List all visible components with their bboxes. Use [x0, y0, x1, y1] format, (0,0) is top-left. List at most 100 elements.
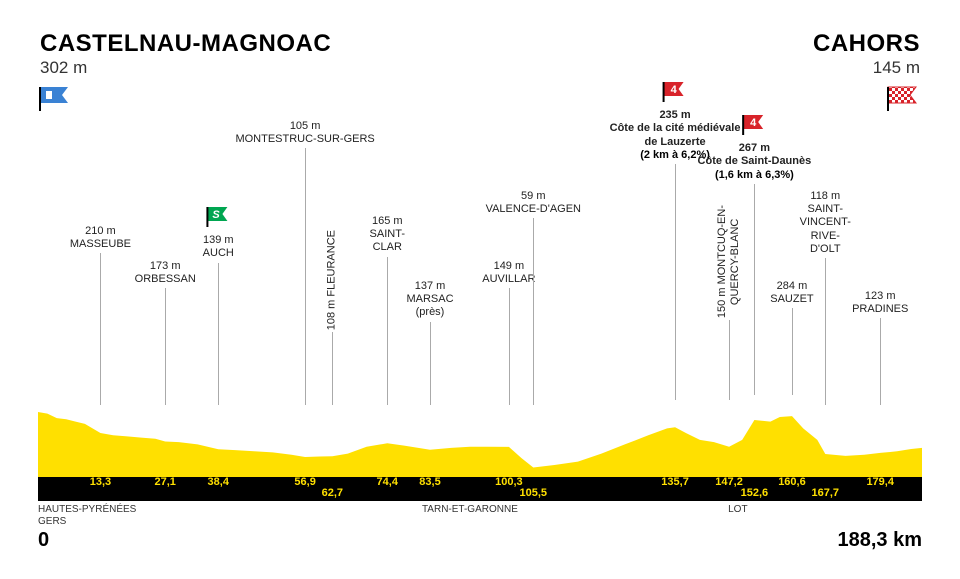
- marker-line: [825, 258, 826, 405]
- finish-flag-icon: [886, 85, 922, 116]
- marker-elevation: 123 m: [852, 290, 908, 303]
- marker-line: [754, 184, 755, 395]
- marker-elevation: 267 m: [698, 142, 812, 155]
- marker-label: VALENCE-D'AGEN: [486, 203, 581, 216]
- km-label: 105,5: [520, 487, 548, 499]
- marker-line: [880, 318, 881, 405]
- marker-label: MARSAC: [406, 293, 453, 306]
- waypoint-marker: 149 mAUVILLAR: [482, 260, 535, 286]
- km-label: 160,6: [778, 476, 806, 488]
- svg-text:4: 4: [750, 117, 757, 129]
- marker-label: SAINT-: [800, 203, 851, 216]
- marker-elevation: 284 m: [770, 280, 813, 293]
- start-header: CASTELNAU-MAGNOAC 302 m: [40, 30, 331, 78]
- waypoint-marker: 59 mVALENCE-D'AGEN: [486, 190, 581, 216]
- waypoint-marker: 105 mMONTESTRUC-SUR-GERS: [235, 120, 374, 146]
- marker-label: MASSEUBE: [70, 238, 131, 251]
- marker-line: [792, 308, 793, 395]
- svg-text:S: S: [212, 209, 220, 221]
- marker-elevation: 137 m: [406, 280, 453, 293]
- km-label: 152,6: [741, 487, 769, 499]
- waypoint-marker: 173 mORBESSAN: [135, 260, 196, 286]
- km-label: 179,4: [866, 476, 894, 488]
- sprint-flag-icon: S: [203, 205, 234, 231]
- marker-elevation: 173 m: [135, 260, 196, 273]
- waypoint-marker: 165 mSAINT-CLAR: [370, 215, 405, 255]
- category-flag-icon: 4: [698, 113, 812, 139]
- km-label: 62,7: [322, 487, 343, 499]
- finish-city: CAHORS: [813, 30, 920, 58]
- marker-line: [729, 320, 730, 400]
- region-label: LOT: [728, 504, 747, 515]
- marker-label: RIVE-: [800, 230, 851, 243]
- marker-label: PRADINES: [852, 303, 908, 316]
- km-label: 27,1: [155, 476, 176, 488]
- km-label: 147,2: [715, 476, 743, 488]
- km-label: 100,3: [495, 476, 523, 488]
- km-label: 74,4: [377, 476, 398, 488]
- finish-altitude: 145 m: [813, 58, 920, 78]
- waypoint-marker: 123 mPRADINES: [852, 290, 908, 316]
- stage-profile-container: CASTELNAU-MAGNOAC 302 m CAHORS 145 m: [0, 0, 960, 579]
- marker-line: [430, 322, 431, 405]
- marker-label: Côte de Saint-Daunès: [698, 155, 812, 168]
- marker-line: [305, 148, 306, 405]
- km-label: 135,7: [661, 476, 689, 488]
- marker-label: SAUZET: [770, 293, 813, 306]
- marker-line: [387, 257, 388, 405]
- km-label: 167,7: [812, 487, 840, 499]
- km-label: 83,5: [419, 476, 440, 488]
- marker-elevation: 118 m: [800, 190, 851, 203]
- km-label: 38,4: [208, 476, 229, 488]
- marker-label: CLAR: [370, 241, 405, 254]
- marker-label: 108 m FLEURANCE: [326, 230, 339, 330]
- distance-band: 0 188,3 km: [38, 529, 922, 553]
- elevation-profile: [38, 401, 922, 481]
- climb-marker: 4 267 mCôte de Saint-Daunès(1,6 km à 6,3%…: [698, 113, 812, 182]
- distance-zero: 0: [38, 529, 49, 552]
- waypoint-marker: 137 mMARSAC(près): [406, 280, 453, 320]
- marker-line: [100, 253, 101, 405]
- marker-line: [332, 332, 333, 405]
- start-flag-icon: [38, 85, 74, 116]
- marker-elevation: 210 m: [70, 225, 131, 238]
- marker-elevation: 139 m: [203, 234, 234, 247]
- region-label: GERS: [38, 516, 66, 527]
- marker-label: ORBESSAN: [135, 273, 196, 286]
- marker-gradient: (1,6 km à 6,3%): [698, 169, 812, 182]
- start-city: CASTELNAU-MAGNOAC: [40, 30, 331, 58]
- marker-elevation: 165 m: [370, 215, 405, 228]
- finish-header: CAHORS 145 m: [813, 30, 920, 78]
- marker-line: [218, 263, 219, 405]
- marker-label: D'OLT: [800, 243, 851, 256]
- waypoint-marker: 284 mSAUZET: [770, 280, 813, 306]
- marker-label: VINCENT-: [800, 216, 851, 229]
- waypoint-marker: 210 mMASSEUBE: [70, 225, 131, 251]
- marker-label: 150 m MONTCUQ-EN-QUERCY-BLANC: [716, 205, 742, 318]
- region-label: TARN-ET-GARONNE: [422, 504, 518, 515]
- svg-text:4: 4: [671, 84, 678, 96]
- waypoint-marker: 108 m FLEURANCE: [326, 230, 339, 330]
- category-flag-icon: 4: [610, 80, 741, 106]
- marker-elevation: 105 m: [235, 120, 374, 133]
- region-label: HAUTES-PYRÉNÉES: [38, 504, 136, 515]
- waypoint-marker: 118 mSAINT-VINCENT-RIVE-D'OLT: [800, 190, 851, 256]
- marker-label: AUVILLAR: [482, 273, 535, 286]
- start-altitude: 302 m: [40, 58, 331, 78]
- km-label: 56,9: [294, 476, 315, 488]
- marker-label: AUCH: [203, 247, 234, 260]
- marker-line: [509, 288, 510, 405]
- marker-elevation: 149 m: [482, 260, 535, 273]
- km-band: 13,3 27,1 38,4 56,9 62,7 74,4 83,5 100,3105,5 13…: [38, 477, 922, 501]
- marker-label: (près): [406, 306, 453, 319]
- marker-elevation: 59 m: [486, 190, 581, 203]
- waypoint-marker: 150 m MONTCUQ-EN-QUERCY-BLANC: [716, 205, 742, 318]
- marker-label: SAINT-: [370, 228, 405, 241]
- marker-line: [533, 218, 534, 405]
- marker-line: [165, 288, 166, 405]
- region-band: HAUTES-PYRÉNÉESGERS TARN-ET-GARONNE LOT: [38, 501, 922, 527]
- marker-label: MONTESTRUC-SUR-GERS: [235, 133, 374, 146]
- km-label: 13,3: [90, 476, 111, 488]
- distance-total: 188,3 km: [837, 529, 922, 552]
- marker-line: [675, 164, 676, 400]
